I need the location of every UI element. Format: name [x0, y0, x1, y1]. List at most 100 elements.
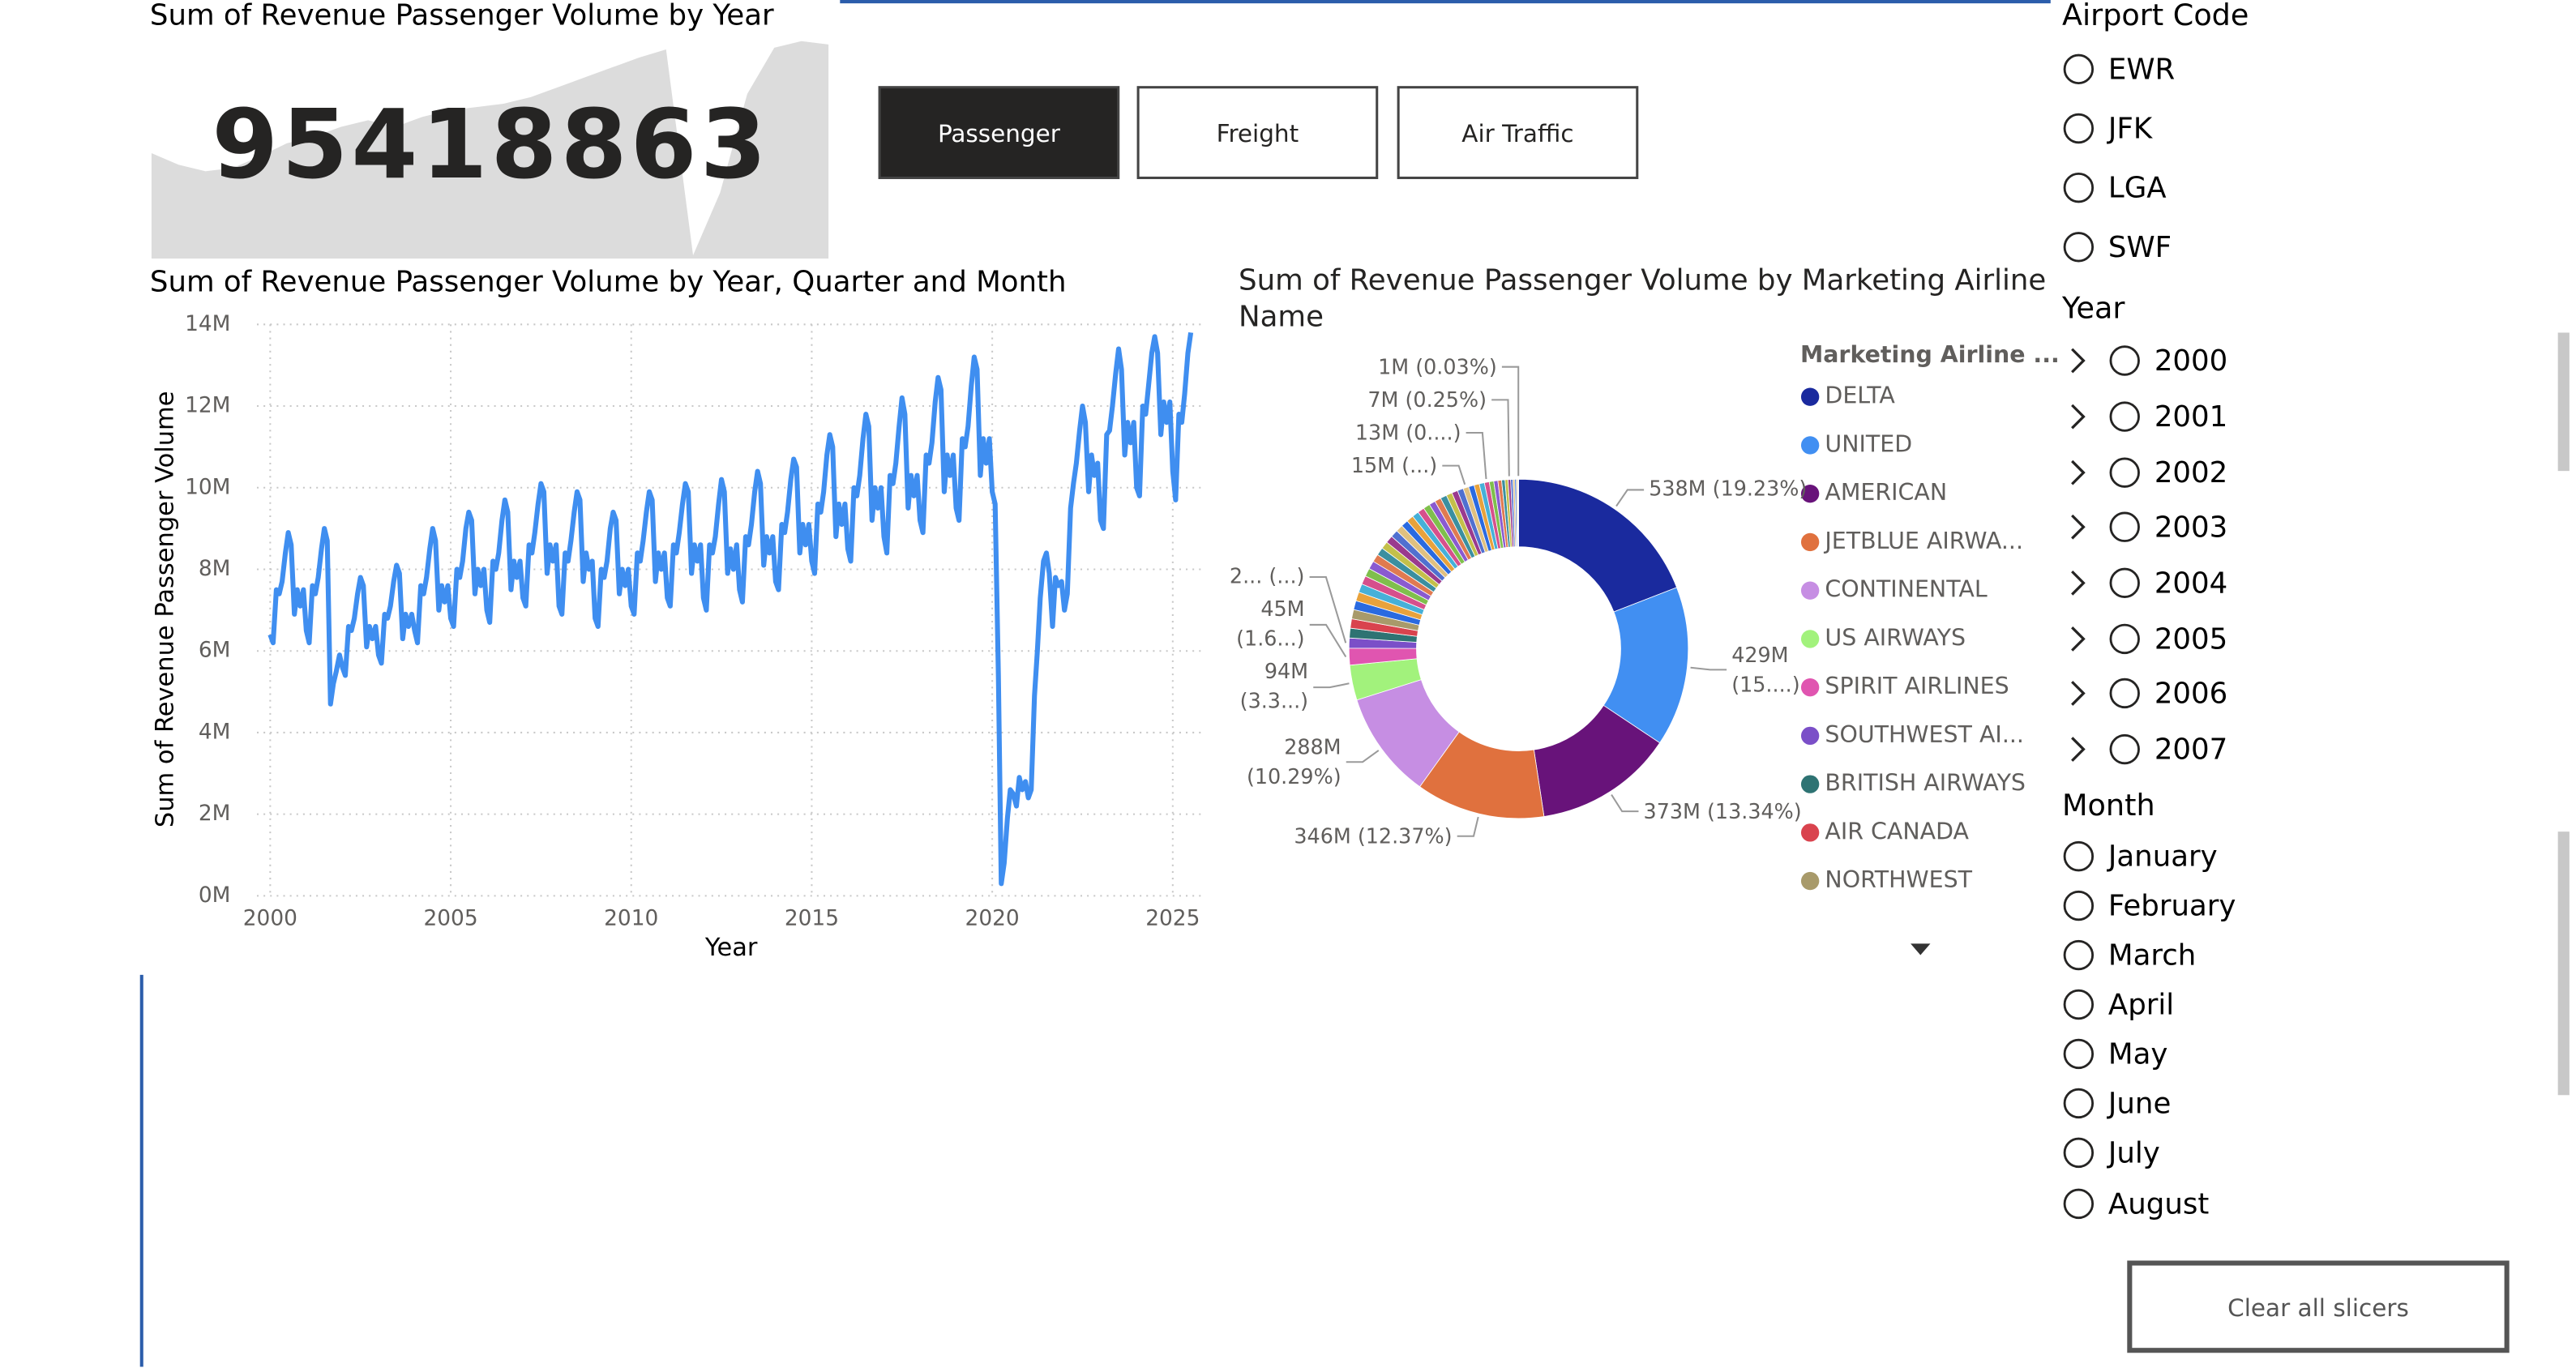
scrollbar[interactable]: [2557, 332, 2570, 472]
radio-button[interactable]: [2109, 623, 2140, 655]
radio-button[interactable]: [2063, 840, 2095, 872]
legend-label[interactable]: SOUTHWEST AI...: [1825, 721, 2024, 748]
legend-swatch[interactable]: [1800, 871, 1820, 891]
legend-label[interactable]: CONTINENTAL: [1825, 576, 1987, 603]
leader-line: [1690, 666, 1727, 671]
y-tick-label: 6M: [199, 638, 231, 663]
clear-button[interactable]: [2127, 1260, 2510, 1353]
slicer-item[interactable]: 2003: [2155, 511, 2227, 544]
data-label: 538M (19.23%): [1649, 477, 1808, 502]
legend-label[interactable]: DELTA: [1825, 383, 1895, 409]
expand-chevron[interactable]: [2071, 348, 2086, 374]
radio-button[interactable]: [2109, 511, 2140, 542]
slicer-item[interactable]: 2005: [2155, 622, 2227, 656]
legend-label[interactable]: NORTHWEST: [1825, 866, 1972, 893]
tab-button-label[interactable]: Air Traffic: [1461, 120, 1573, 147]
radio-button[interactable]: [2109, 733, 2140, 765]
expand-chevron[interactable]: [2071, 404, 2086, 430]
legend-swatch[interactable]: [1800, 678, 1820, 697]
slicer-item[interactable]: May: [2108, 1037, 2168, 1071]
tab-button[interactable]: [1397, 86, 1639, 179]
legend-label[interactable]: AMERICAN: [1825, 479, 1947, 506]
clear-button-label[interactable]: Clear all slicers: [2227, 1294, 2409, 1322]
radio-button[interactable]: [2109, 345, 2140, 376]
radio-button[interactable]: [2063, 890, 2095, 921]
radio-button[interactable]: [2063, 1137, 2095, 1169]
tab-button-label[interactable]: Passenger: [938, 120, 1061, 147]
radio-button[interactable]: [2063, 113, 2095, 144]
legend-swatch[interactable]: [1800, 485, 1820, 503]
tab-button[interactable]: [1136, 86, 1379, 179]
radio-button[interactable]: [2063, 232, 2095, 263]
legend-label[interactable]: BRITISH AIRWAYS: [1825, 770, 2026, 797]
slicer-item[interactable]: July: [2107, 1136, 2160, 1169]
legend-swatch[interactable]: [1800, 775, 1820, 793]
leader-line: [1466, 431, 1487, 480]
legend-label[interactable]: SPIRIT AIRLINES: [1825, 673, 2009, 699]
slicer-item[interactable]: 2002: [2155, 456, 2227, 489]
legend-more-arrow[interactable]: [1911, 943, 1931, 955]
y-tick-label: 12M: [185, 393, 230, 418]
sparkline-area: [151, 41, 829, 259]
radio-button[interactable]: [2063, 939, 2095, 971]
radio-button[interactable]: [2109, 678, 2140, 709]
slicer-item[interactable]: 2007: [2155, 733, 2227, 767]
data-label: 346M (12.37%): [1294, 823, 1453, 848]
radio-button[interactable]: [2109, 567, 2140, 599]
legend-swatch[interactable]: [1800, 387, 1820, 406]
legend-swatch[interactable]: [1800, 726, 1820, 746]
slicer-item[interactable]: 2001: [2155, 400, 2227, 434]
legend-swatch[interactable]: [1800, 581, 1820, 600]
slicer-item[interactable]: January: [2107, 840, 2218, 874]
leader-line: [1501, 366, 1520, 477]
radio-button[interactable]: [2063, 1038, 2095, 1070]
slicer-item[interactable]: 2000: [2155, 344, 2227, 378]
slicer-title: Airport Code: [2062, 0, 2249, 32]
data-label: 45M (1.6...): [1236, 596, 1305, 652]
slicer-item[interactable]: LGA: [2108, 172, 2167, 205]
slicer-item[interactable]: JFK: [2107, 113, 2154, 146]
x-tick-label: 2005: [423, 905, 477, 930]
legend-swatch[interactable]: [1800, 532, 1820, 552]
radio-button[interactable]: [2063, 1188, 2095, 1220]
legend-label[interactable]: UNITED: [1825, 430, 1912, 457]
y-tick-label: 14M: [185, 311, 230, 336]
data-label: 1M (0.03%): [1378, 353, 1497, 378]
expand-chevron[interactable]: [2071, 514, 2086, 540]
radio-button[interactable]: [2109, 401, 2140, 432]
slicer-item[interactable]: EWR: [2108, 53, 2175, 86]
slicer-item[interactable]: March: [2108, 939, 2196, 973]
leader-line: [1457, 816, 1479, 837]
radio-button[interactable]: [2063, 989, 2095, 1020]
legend-swatch[interactable]: [1800, 436, 1820, 455]
slicer-item[interactable]: June: [2107, 1087, 2171, 1120]
expand-chevron[interactable]: [2071, 681, 2086, 706]
slicer-item[interactable]: April: [2108, 989, 2174, 1022]
slicer-item[interactable]: 2004: [2155, 566, 2227, 600]
radio-button[interactable]: [2063, 1088, 2095, 1119]
slicer-item[interactable]: February: [2108, 890, 2236, 923]
legend-swatch[interactable]: [1800, 630, 1820, 648]
tab-button-label[interactable]: Freight: [1217, 120, 1299, 147]
expand-chevron[interactable]: [2071, 737, 2086, 762]
slicer-item[interactable]: August: [2108, 1187, 2209, 1221]
scrollbar[interactable]: [2557, 831, 2570, 1096]
slicer-item[interactable]: SWF: [2108, 231, 2172, 264]
expand-chevron[interactable]: [2071, 626, 2086, 652]
x-tick-label: 2025: [1145, 905, 1200, 930]
radio-button[interactable]: [2063, 172, 2095, 203]
tab-button[interactable]: [878, 86, 1120, 179]
legend-swatch[interactable]: [1800, 823, 1820, 842]
legend-label[interactable]: US AIRWAYS: [1825, 624, 1966, 651]
line-chart-title: Sum of Revenue Passenger Volume by Year,…: [150, 265, 1067, 298]
legend-label[interactable]: JETBLUE AIRWA...: [1823, 528, 2023, 554]
radio-button[interactable]: [2109, 457, 2140, 488]
expand-chevron[interactable]: [2071, 570, 2086, 596]
legend-label[interactable]: AIR CANADA: [1825, 818, 1969, 844]
expand-chevron[interactable]: [2071, 460, 2086, 485]
data-label: 373M (13.34%): [1643, 797, 1802, 823]
slicer-item[interactable]: 2006: [2155, 677, 2227, 710]
leader-line: [1442, 464, 1466, 485]
radio-button[interactable]: [2063, 53, 2095, 85]
